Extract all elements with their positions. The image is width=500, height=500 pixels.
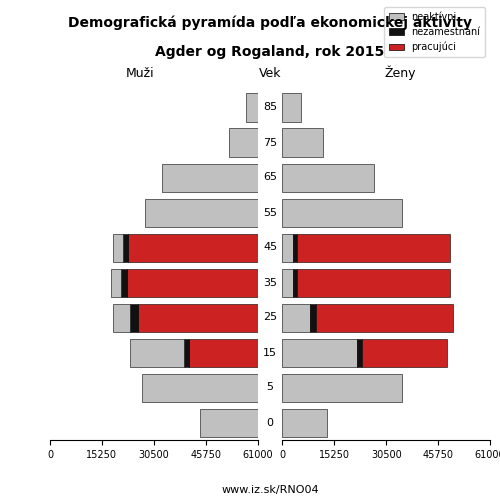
- Bar: [282, 268, 292, 296]
- Bar: [184, 338, 190, 366]
- Bar: [130, 338, 184, 366]
- Text: 45: 45: [263, 242, 277, 252]
- Bar: [358, 338, 362, 366]
- Text: 65: 65: [263, 172, 277, 182]
- Text: 85: 85: [263, 102, 277, 113]
- Bar: [126, 268, 258, 296]
- Bar: [282, 338, 358, 366]
- Text: 55: 55: [263, 208, 277, 218]
- Text: 0: 0: [266, 418, 274, 428]
- Text: Ženy: Ženy: [384, 66, 416, 80]
- Bar: [296, 234, 450, 262]
- Bar: [122, 268, 126, 296]
- Text: Agder og Rogaland, rok 2015: Agder og Rogaland, rok 2015: [156, 45, 384, 59]
- Bar: [282, 94, 301, 122]
- Bar: [282, 198, 402, 226]
- Bar: [362, 338, 448, 366]
- Bar: [162, 164, 258, 192]
- Legend: neaktívni, nezamestnaní, pracujúci: neaktívni, nezamestnaní, pracujúci: [384, 8, 485, 58]
- Bar: [282, 408, 327, 436]
- Bar: [292, 268, 296, 296]
- Text: www.iz.sk/RNO04: www.iz.sk/RNO04: [221, 485, 319, 495]
- Text: 35: 35: [263, 278, 277, 287]
- Bar: [282, 164, 374, 192]
- Bar: [190, 338, 258, 366]
- Bar: [142, 374, 258, 402]
- Bar: [138, 304, 258, 332]
- Text: 25: 25: [263, 312, 277, 322]
- Text: 75: 75: [263, 138, 277, 147]
- Bar: [316, 304, 452, 332]
- Bar: [123, 234, 128, 262]
- Bar: [282, 374, 402, 402]
- Bar: [296, 268, 450, 296]
- Bar: [130, 304, 138, 332]
- Text: Demografická pyramída podľa ekonomickej aktivity: Demografická pyramída podľa ekonomickej …: [68, 15, 472, 30]
- Bar: [282, 304, 310, 332]
- Text: 5: 5: [266, 382, 274, 392]
- Bar: [246, 94, 258, 122]
- Text: 15: 15: [263, 348, 277, 358]
- Bar: [282, 234, 292, 262]
- Bar: [113, 234, 123, 262]
- Bar: [292, 234, 296, 262]
- Bar: [146, 198, 258, 226]
- Bar: [200, 408, 258, 436]
- Text: Vek: Vek: [259, 67, 281, 80]
- Bar: [111, 268, 122, 296]
- Text: Muži: Muži: [126, 67, 154, 80]
- Bar: [128, 234, 258, 262]
- Bar: [282, 128, 324, 156]
- Bar: [113, 304, 130, 332]
- Bar: [310, 304, 316, 332]
- Bar: [228, 128, 258, 156]
